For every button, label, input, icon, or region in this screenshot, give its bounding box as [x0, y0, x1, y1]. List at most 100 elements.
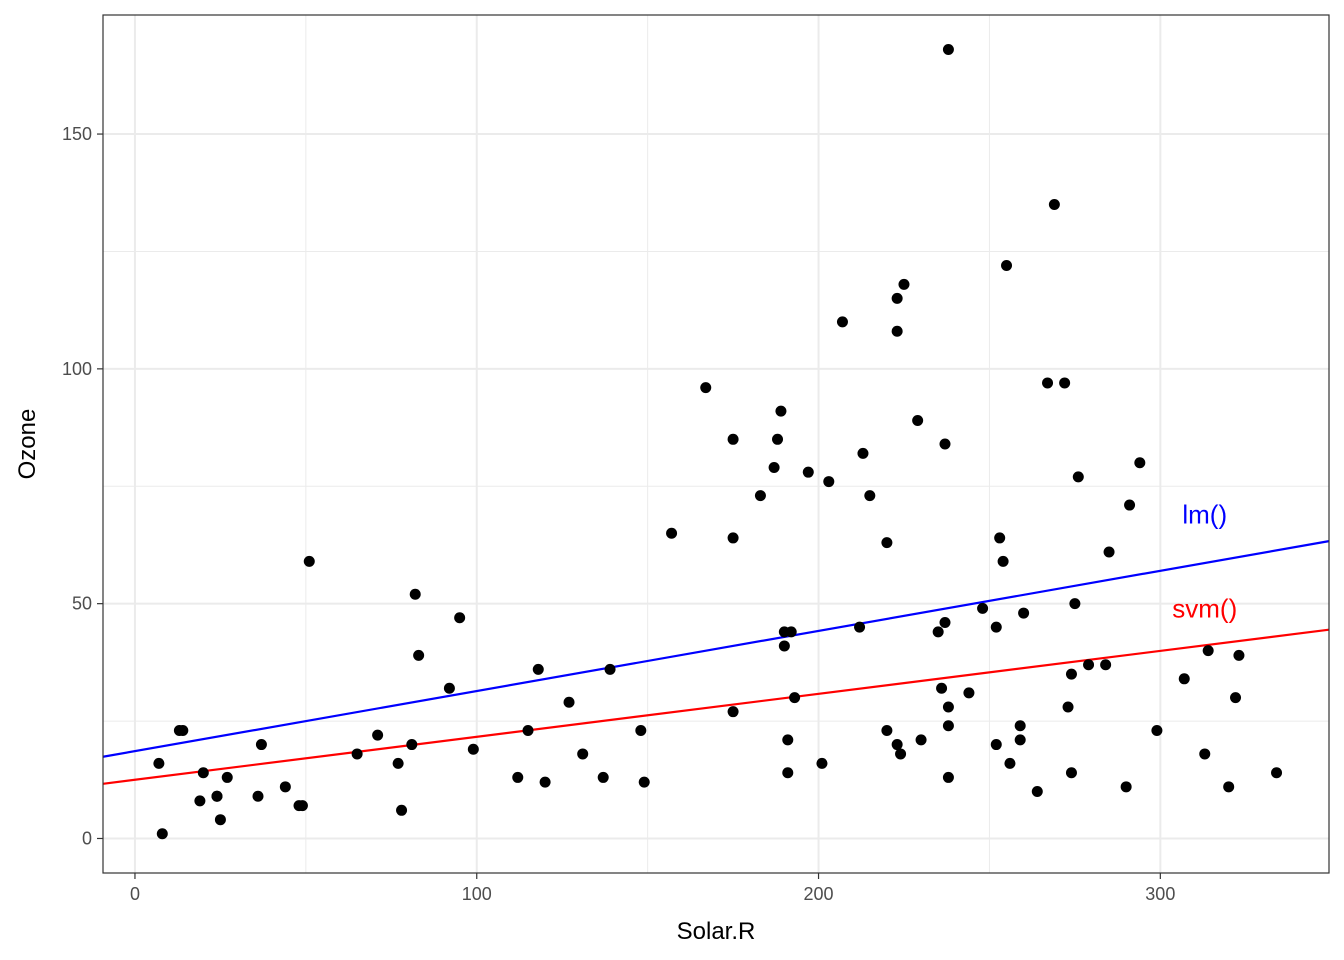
data-point — [778, 640, 790, 652]
data-point — [1014, 734, 1026, 746]
data-point — [823, 476, 835, 488]
data-point — [785, 626, 797, 638]
x-tick-label: 300 — [1145, 884, 1175, 904]
data-point — [177, 724, 189, 736]
data-point — [443, 682, 455, 694]
data-point — [891, 292, 903, 304]
data-point — [532, 663, 544, 675]
data-points — [153, 44, 1283, 840]
data-point — [454, 612, 466, 624]
data-point — [255, 739, 267, 751]
data-point — [994, 532, 1006, 544]
fit-line-lm — [102, 540, 1330, 758]
data-point — [197, 767, 209, 779]
data-point — [1031, 786, 1043, 798]
data-point — [512, 771, 524, 783]
data-point — [898, 278, 910, 290]
data-point — [211, 790, 223, 802]
x-tick-label: 200 — [804, 884, 834, 904]
x-tick-label: 100 — [462, 884, 492, 904]
data-point — [1120, 781, 1132, 793]
panel-border — [102, 14, 1330, 874]
data-point — [194, 795, 206, 807]
data-point — [1018, 607, 1030, 619]
data-point — [1083, 659, 1095, 671]
data-point — [214, 814, 226, 826]
data-point — [1151, 724, 1163, 736]
data-point — [775, 405, 787, 417]
data-point — [1178, 673, 1190, 685]
data-point — [406, 739, 418, 751]
data-point — [802, 466, 814, 478]
data-point — [635, 724, 647, 736]
data-point — [1199, 748, 1211, 760]
data-point — [1100, 659, 1112, 671]
data-point — [372, 729, 384, 741]
y-tick-label: 100 — [62, 359, 92, 379]
grid-lines — [103, 15, 1329, 873]
data-point — [303, 555, 315, 567]
data-point — [990, 739, 1002, 751]
data-point — [1065, 767, 1077, 779]
data-point — [604, 663, 616, 675]
data-point — [1134, 457, 1146, 469]
fit-line-labels: lm() svm() — [1172, 499, 1237, 623]
axis-ticks: 0 100 200 300 0 50 100 150 — [62, 124, 1175, 904]
data-point — [1072, 471, 1084, 483]
data-point — [895, 748, 907, 760]
data-point — [296, 800, 308, 812]
data-point — [881, 537, 893, 549]
data-point — [1124, 499, 1136, 511]
data-point — [939, 438, 951, 450]
data-point — [891, 325, 903, 337]
fit-label-lm: lm() — [1182, 499, 1227, 529]
data-point — [1048, 198, 1060, 210]
data-point — [1042, 377, 1054, 389]
data-point — [252, 790, 264, 802]
data-point — [1230, 692, 1242, 704]
data-point — [942, 720, 954, 732]
data-point — [1004, 757, 1016, 769]
data-point — [597, 771, 609, 783]
y-tick-label: 150 — [62, 124, 92, 144]
data-point — [912, 415, 924, 427]
data-point — [539, 776, 551, 788]
data-point — [1065, 668, 1077, 680]
data-point — [413, 649, 425, 661]
data-point — [936, 682, 948, 694]
data-point — [727, 532, 739, 544]
data-point — [836, 316, 848, 328]
data-point — [854, 621, 866, 633]
data-point — [1014, 720, 1026, 732]
data-point — [915, 734, 927, 746]
data-point — [1103, 546, 1115, 558]
data-point — [577, 748, 589, 760]
data-point — [942, 44, 954, 56]
data-point — [942, 701, 954, 713]
fit-line-svm — [102, 628, 1330, 785]
data-point — [156, 828, 168, 840]
data-point — [782, 767, 794, 779]
fit-label-svm: svm() — [1172, 593, 1237, 623]
data-point — [666, 527, 678, 539]
data-point — [963, 687, 975, 699]
data-point — [392, 757, 404, 769]
data-point — [279, 781, 291, 793]
data-point — [1233, 649, 1245, 661]
x-tick-label: 0 — [130, 884, 140, 904]
data-point — [754, 490, 766, 502]
data-point — [727, 706, 739, 718]
data-point — [700, 382, 712, 394]
data-point — [891, 739, 903, 751]
data-point — [1223, 781, 1235, 793]
x-axis-title: Solar.R — [677, 918, 756, 945]
data-point — [563, 696, 575, 708]
data-point — [816, 757, 828, 769]
data-point — [997, 555, 1009, 567]
data-point — [932, 626, 944, 638]
y-tick-label: 50 — [72, 594, 92, 614]
data-point — [153, 757, 165, 769]
data-point — [1001, 260, 1013, 272]
data-point — [1062, 701, 1074, 713]
